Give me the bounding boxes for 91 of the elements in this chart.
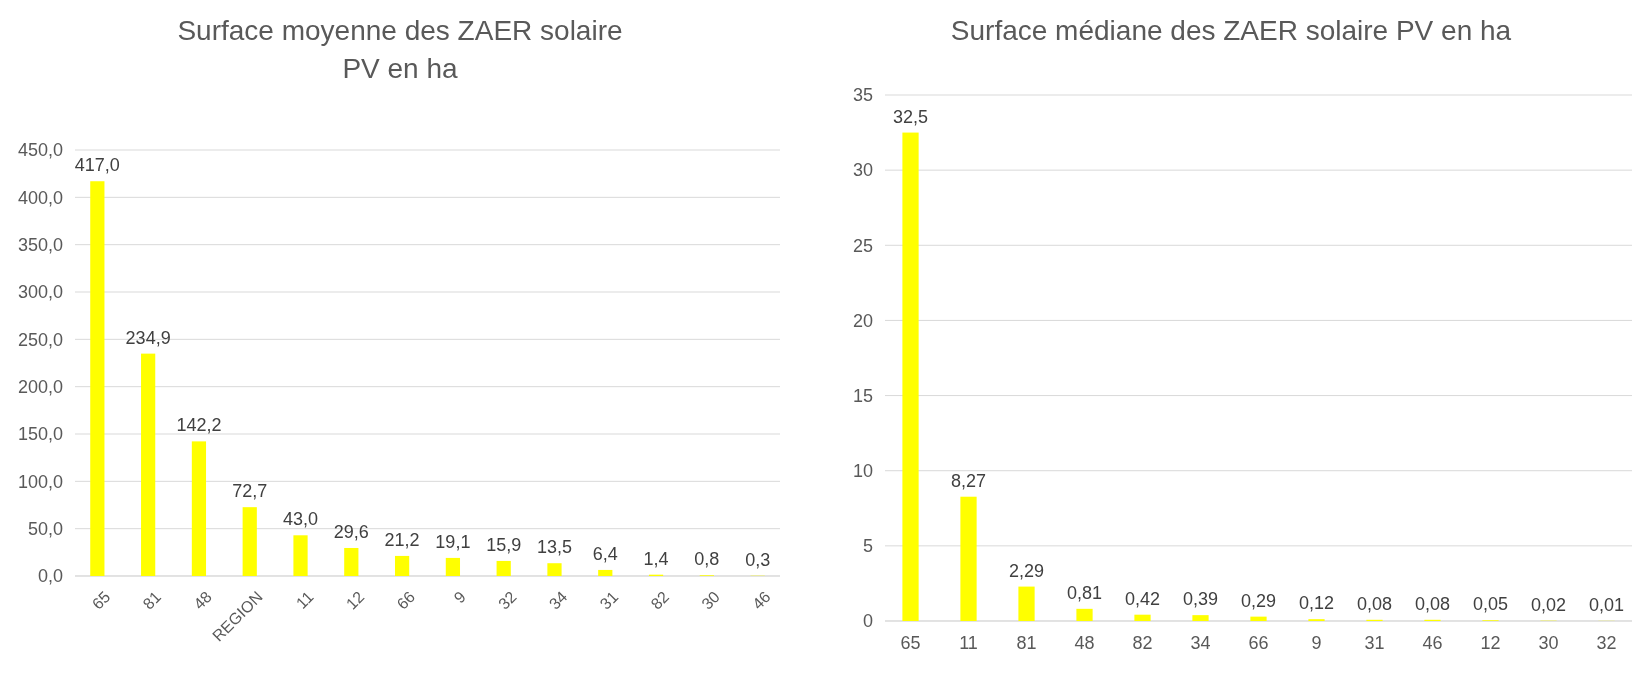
x-tick-label: 9: [1311, 633, 1322, 654]
y-tick-label: 5: [862, 536, 873, 557]
x-tick-label: 31: [596, 587, 622, 613]
x-tick-label: 32: [495, 587, 520, 613]
data-label: 0,29: [1240, 590, 1277, 611]
data-label: 0,3: [745, 549, 771, 570]
bar: [598, 569, 613, 576]
x-tick-label: 12: [342, 587, 368, 613]
x-tick-label: 12: [1480, 633, 1501, 654]
bar: [293, 535, 308, 576]
x-tick-label: 9: [450, 587, 469, 607]
data-label: 6,4: [592, 543, 618, 564]
x-tick-label: 30: [1538, 633, 1559, 654]
bar: [394, 555, 410, 576]
x-tick-label: 34: [1190, 633, 1211, 654]
x-tick-label: 11: [959, 633, 978, 654]
y-tick-label: 150,0: [17, 424, 63, 445]
chart-title: Surface médiane des ZAER solaire PV en ha: [950, 15, 1512, 46]
y-tick-label: 100,0: [17, 471, 63, 492]
bar: [141, 353, 156, 576]
data-label: 1,4: [643, 548, 669, 569]
bar: [344, 547, 359, 576]
data-label: 13,5: [536, 537, 572, 558]
bar: [1250, 616, 1267, 621]
data-label: 0,02: [1530, 594, 1567, 615]
x-tick-label: 81: [139, 587, 165, 613]
x-tick-label: 65: [900, 633, 921, 654]
bar: [242, 507, 257, 576]
x-tick-label: 48: [190, 587, 216, 613]
bar: [1018, 586, 1035, 621]
data-label: 8,27: [950, 470, 987, 491]
data-label: 0,8: [694, 549, 720, 570]
data-label: 15,9: [486, 534, 522, 555]
data-label: 2,29: [1008, 560, 1045, 581]
y-tick-label: 300,0: [17, 282, 63, 303]
data-label: 417,0: [74, 155, 120, 176]
x-tick-label: 66: [393, 587, 419, 613]
y-tick-label: 20: [852, 310, 873, 331]
data-label: 0,81: [1066, 582, 1103, 603]
bar: [547, 563, 562, 576]
bar: [1192, 615, 1209, 621]
bar: [902, 132, 919, 621]
bar: [496, 560, 511, 576]
bar: [1076, 608, 1093, 621]
y-tick-label: 400,0: [17, 187, 63, 208]
data-label: 0,12: [1298, 593, 1335, 614]
x-tick-label: 31: [1364, 633, 1385, 654]
x-tick-label: 46: [1422, 633, 1443, 654]
x-tick-label: 46: [749, 587, 774, 613]
y-tick-label: 15: [852, 385, 873, 406]
x-tick-label: 82: [1132, 633, 1153, 654]
x-tick-label: 65: [88, 587, 114, 613]
y-tick-label: 25: [852, 235, 873, 256]
y-tick-label: 50,0: [27, 518, 63, 539]
chart-title: Surface moyenne des ZAER solaire PV en ha: [177, 15, 623, 84]
data-label: 142,2: [176, 415, 222, 436]
data-label: 0,08: [1356, 593, 1393, 614]
data-label: 32,5: [893, 106, 929, 127]
y-tick-label: 250,0: [17, 329, 63, 350]
bar: [191, 441, 207, 576]
y-tick-label: 35: [852, 85, 873, 106]
y-tick-label: 350,0: [17, 234, 63, 255]
data-label: 234,9: [125, 327, 171, 348]
data-label: 0,39: [1182, 589, 1219, 610]
x-tick-label: 48: [1074, 633, 1095, 654]
bar: [90, 181, 105, 576]
y-tick-label: 0,0: [37, 566, 63, 587]
y-tick-label: 200,0: [17, 376, 63, 397]
data-label: 21,2: [384, 529, 420, 550]
x-tick-label: 32: [1596, 633, 1617, 654]
x-tick-label: 81: [1016, 633, 1037, 654]
y-tick-label: 0: [862, 611, 873, 632]
y-tick-label: 450,0: [17, 140, 63, 161]
bar: [1134, 614, 1151, 621]
x-tick-label: 30: [698, 587, 723, 613]
bar: [445, 557, 461, 576]
data-label: 0,42: [1124, 588, 1161, 609]
x-tick-label: 34: [545, 587, 571, 613]
x-tick-label: 82: [647, 587, 673, 613]
x-tick-label: 66: [1248, 633, 1269, 654]
data-label: 0,08: [1414, 593, 1451, 614]
bar: [960, 496, 977, 621]
data-label: 29,6: [333, 521, 369, 542]
y-tick-label: 30: [852, 160, 873, 181]
y-tick-label: 10: [852, 461, 873, 482]
data-label: 0,05: [1472, 594, 1509, 615]
data-label: 43,0: [283, 509, 319, 530]
data-label: 19,1: [435, 531, 471, 552]
x-tick-label: 11: [292, 587, 317, 612]
data-label: 0,01: [1588, 594, 1624, 615]
data-label: 72,7: [232, 481, 268, 502]
